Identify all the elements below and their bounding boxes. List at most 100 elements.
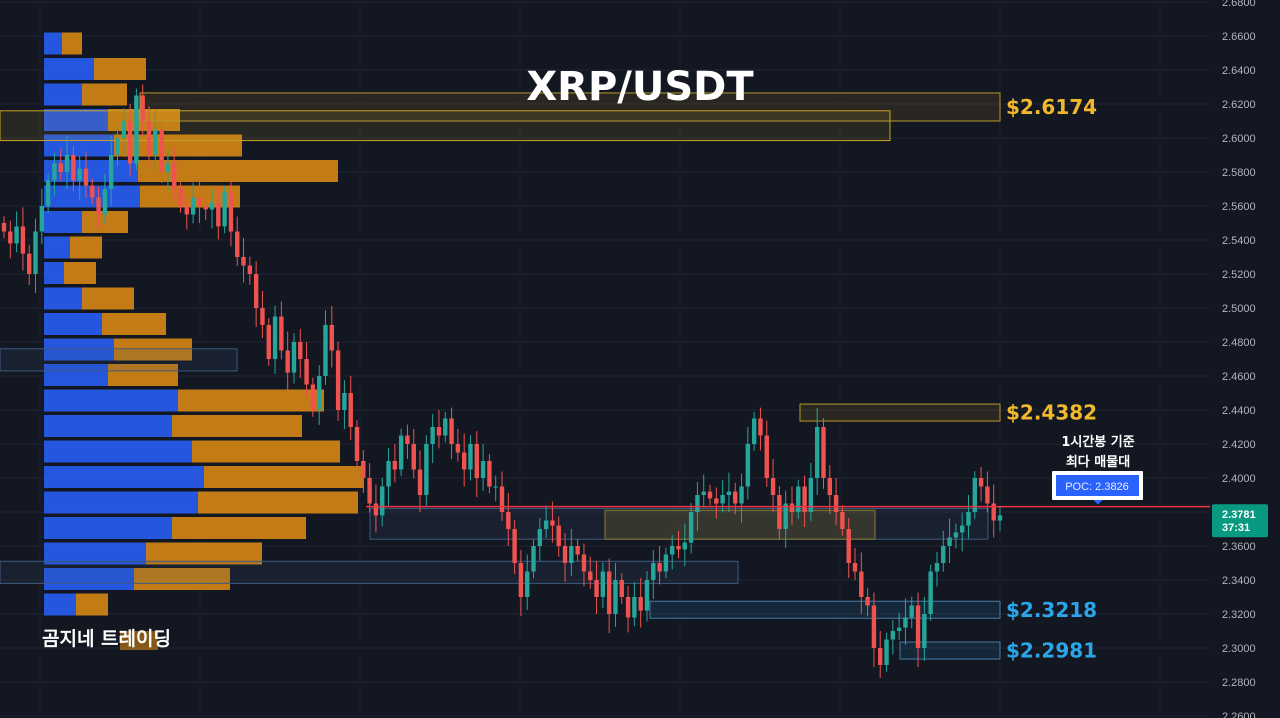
volume-profile-sell-bar <box>198 491 358 514</box>
candle-body <box>745 444 751 487</box>
candle-body <box>71 155 76 181</box>
volume-profile-buy-bar <box>44 287 82 310</box>
level-label: $2.6174 <box>1006 95 1097 119</box>
candle-body <box>474 444 479 478</box>
candle-body <box>443 418 448 436</box>
volume-profile-buy-bar <box>44 313 102 335</box>
candle-body <box>909 605 914 618</box>
volume-profile-buy-bar <box>44 109 108 131</box>
candle-body <box>688 512 694 543</box>
poc-line: POC: 2.3826 <box>366 471 1210 508</box>
candle-body <box>228 192 234 232</box>
candle-body <box>865 597 870 606</box>
candle-body <box>739 486 744 504</box>
volume-profile-buy-bar <box>44 160 138 182</box>
candle-body <box>915 605 921 648</box>
candle-body <box>165 163 171 172</box>
candle-body <box>789 503 795 512</box>
candle-body <box>77 168 82 181</box>
candle-body <box>827 478 832 495</box>
candle-body <box>556 525 561 546</box>
candle-body <box>651 563 656 580</box>
candle-body <box>922 614 927 648</box>
candle-body <box>997 515 1003 521</box>
candle-body <box>64 155 70 172</box>
candle-body <box>972 478 977 512</box>
candle-body <box>808 478 814 512</box>
candle-body <box>20 226 26 254</box>
volume-profile-sell-bar <box>62 32 82 55</box>
volume-profile-sell-bar <box>172 415 302 437</box>
volume-profile-sell-bar <box>140 185 240 208</box>
candle-body <box>947 537 952 546</box>
candle-body <box>833 495 839 512</box>
candle-body <box>991 503 996 521</box>
candle-body <box>102 189 108 215</box>
candle-body <box>701 491 706 495</box>
candle-body <box>594 580 599 597</box>
candle-body <box>367 478 372 504</box>
volume-profile-sell-bar <box>146 542 262 565</box>
volume-profile-buy-bar <box>44 491 198 514</box>
level-label: $2.2981 <box>1006 639 1097 663</box>
price-tick-label: 2.6600 <box>1222 31 1256 43</box>
candle-body <box>1 223 7 232</box>
candle-body <box>310 384 316 410</box>
current-price-tag <box>1212 504 1268 538</box>
candle-body <box>726 491 732 495</box>
candle-body <box>127 121 133 164</box>
volume-profile-sell-bar <box>108 364 178 386</box>
candle-body <box>386 461 391 487</box>
candle-body <box>871 605 877 648</box>
candle-body <box>39 206 45 232</box>
volume-profile-sell-bar <box>82 287 134 310</box>
candle-body <box>751 418 757 444</box>
candle-body <box>285 350 290 373</box>
candle-body <box>373 503 379 516</box>
candle-body <box>783 503 788 529</box>
candle-body <box>222 192 227 227</box>
candle-body <box>770 478 776 495</box>
candle-body <box>392 461 398 470</box>
candle-body <box>329 325 334 351</box>
candle-countdown: 37:31 <box>1222 522 1250 534</box>
level-zone-box <box>649 600 1001 619</box>
volume-profile-sell-bar <box>114 338 192 361</box>
candle-body <box>115 138 120 155</box>
volume-profile-buy-bar <box>44 517 172 539</box>
candle-body <box>197 197 202 206</box>
candle-body <box>758 418 763 436</box>
candle-body <box>537 529 543 546</box>
candle-body <box>928 571 933 614</box>
candle-body <box>859 571 864 597</box>
candle-body <box>96 197 101 215</box>
candle-body <box>291 342 297 373</box>
candle-body <box>959 525 965 533</box>
candle-body <box>380 486 385 516</box>
candle-body <box>512 529 517 563</box>
candle-body <box>644 580 650 611</box>
candle-body <box>134 95 139 164</box>
price-tick-label: 2.4400 <box>1222 405 1256 417</box>
volume-profile-buy-bar <box>44 440 192 463</box>
candle-body <box>14 226 19 244</box>
candle-body <box>216 202 221 227</box>
price-tick-label: 2.3200 <box>1222 609 1256 621</box>
price-tick-label: 2.5600 <box>1222 201 1256 213</box>
poc-note-line2: 최다 매물대 <box>1066 454 1130 470</box>
candle-body <box>670 546 675 555</box>
candle-body <box>90 185 95 198</box>
poc-note-line1: 1시간봉 기준 <box>1061 434 1134 450</box>
candle-body <box>184 206 190 215</box>
candle-body <box>33 231 38 274</box>
candle-body <box>966 512 971 526</box>
volume-profile-buy-bar <box>44 83 82 106</box>
volume-profile-sell-bar <box>172 517 306 539</box>
candle-body <box>83 168 89 186</box>
candle-body <box>493 486 498 488</box>
price-axis[interactable]: 2.6800 2.6600 2.6400 2.6200 2.6000 2.5800 2.56… <box>1210 0 1280 718</box>
candle-body <box>569 546 574 563</box>
price-tick-label: 2.2800 <box>1222 677 1256 689</box>
level-zone-box <box>139 92 1001 122</box>
